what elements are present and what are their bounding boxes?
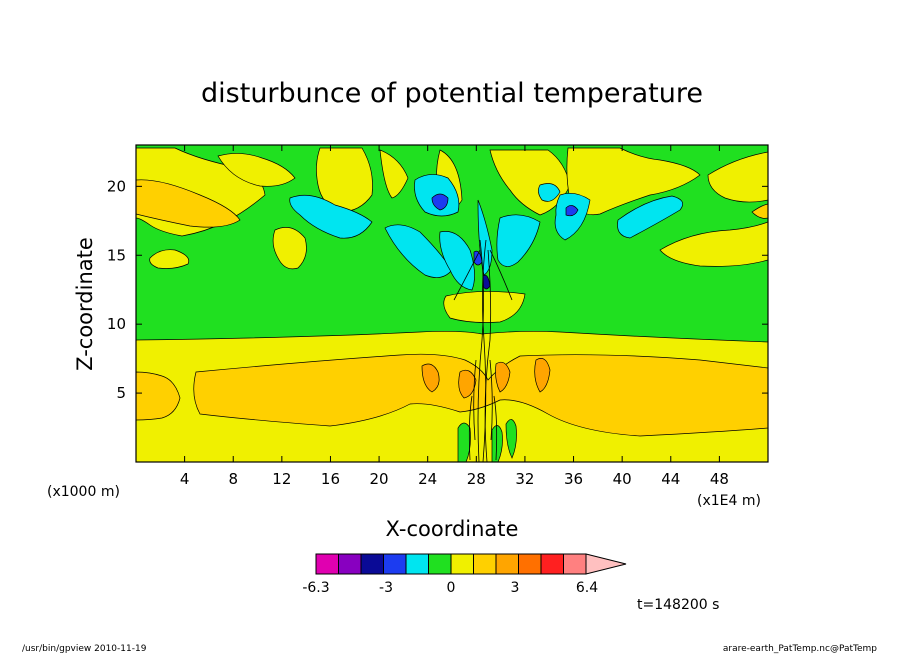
x-tick-label: 40 [613,470,632,488]
time-label: t=148200 s [637,597,719,613]
x-tick-label: 48 [710,470,729,488]
colorbar-swatch [540,553,564,575]
y-tick-label: 15 [107,246,126,264]
x-tick-label: 8 [228,470,238,488]
anomaly-patch [439,231,475,291]
anomaly-patch [379,149,409,199]
anomaly-patch [617,195,683,239]
x-tick-label: 4 [180,470,190,488]
colorbar-swatch [360,553,384,575]
colorbar-swatch [473,553,497,575]
chart-title: disturbunce of potential temperature [201,78,703,109]
colorbar-tick-label: 3 [511,580,520,596]
x-tick-label: 32 [515,470,534,488]
y-tick-label: 10 [107,315,126,333]
colorbar-swatch [428,553,452,575]
x-unit-label: (x1E4 m) [697,493,761,509]
anomaly-patch [443,291,526,323]
anomaly-patch [458,369,477,399]
anomaly-patch [659,221,768,267]
anomaly-patch [136,179,241,228]
x-axis: 4 8 12 16 20 24 28 32 36 40 44 48 [180,145,729,488]
anomaly-patch [431,193,449,211]
anomaly-patch [554,193,591,241]
colorbar-tick-label: -3 [379,580,393,596]
colorbar-swatch [495,553,519,575]
colorbar-ticks: -6.3 -3 0 3 6.4 [302,580,598,596]
anomaly-patch [707,151,768,203]
colorbar-swatch [315,553,339,575]
x-axis-label: X-coordinate [386,517,519,541]
anomaly-patch [538,183,561,202]
x-tick-label: 16 [321,470,340,488]
colorbar-swatch [518,553,542,575]
y-unit-label: (x1000 m) [47,484,120,500]
colorbar-extend-arrow [585,553,627,575]
footer-right: arare-earth_PatTemp.nc@PatTemp [723,644,877,654]
colorbar-swatch [450,553,474,575]
x-tick-label: 20 [370,470,389,488]
colorbar-swatch [563,553,587,575]
plot-field [136,145,768,462]
y-tick-label: 5 [116,384,126,402]
x-tick-label: 12 [272,470,291,488]
anomaly-patch [457,422,471,462]
colorbar-swatch [405,553,429,575]
anomaly-patch [534,358,551,393]
x-tick-label: 24 [418,470,437,488]
anomaly-patch [565,205,579,217]
anomaly-patch [495,361,511,393]
anomaly-patch [496,214,541,267]
colorbar-tick-label: 0 [447,580,456,596]
anomaly-patch [751,203,768,219]
anomaly-patch [289,194,373,239]
x-tick-label: 28 [467,470,486,488]
plume-contours [453,239,513,462]
anomaly-patch [217,153,296,187]
colorbar [315,553,627,575]
x-tick-label: 36 [564,470,583,488]
anomaly-patch [272,227,307,270]
anomaly-patch [149,249,190,269]
x-tick-label: 44 [661,470,680,488]
footer-left: /usr/bin/gpview 2010-11-19 [22,644,147,654]
plot-frame [135,144,769,463]
colorbar-tick-label: 6.4 [576,580,598,596]
anomaly-patch [491,425,503,462]
band-mid-left [136,371,181,421]
y-tick-label: 20 [107,177,126,195]
colorbar-swatch [383,553,407,575]
y-axis: 5 10 15 20 [107,177,768,402]
anomaly-patch [421,363,440,393]
band-mid-main [193,353,768,437]
colorbar-tick-label: -6.3 [302,580,329,596]
colorbar-swatch [338,553,362,575]
y-axis-label: Z-coordinate [73,237,97,371]
anomaly-patch [505,419,517,459]
